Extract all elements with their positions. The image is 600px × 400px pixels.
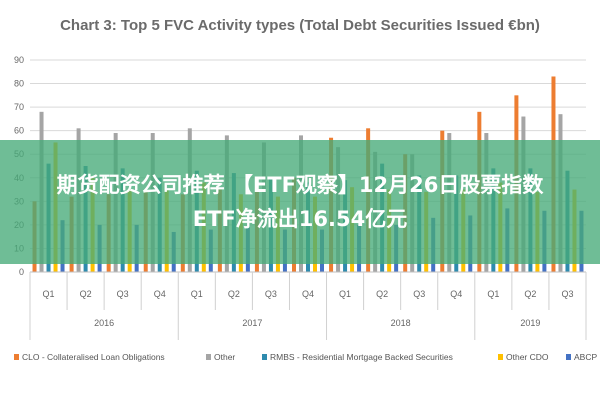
x-tick-label: Q1 — [487, 289, 499, 299]
headline-line-1: 期货配资公司推荐 【ETF观察】12月26日股票指数 — [56, 173, 544, 197]
year-label: 2019 — [520, 318, 540, 328]
year-label: 2017 — [242, 318, 262, 328]
x-tick-label: Q3 — [265, 289, 277, 299]
x-tick-label: Q4 — [154, 289, 166, 299]
y-tick-label: 60 — [14, 126, 24, 136]
x-tick-label: Q1 — [191, 289, 203, 299]
x-tick-label: Q2 — [376, 289, 388, 299]
x-tick-label: Q1 — [43, 289, 55, 299]
legend: CLO - Collateralised Loan Obligations Oth… — [14, 352, 597, 362]
x-tick-label: Q2 — [228, 289, 240, 299]
y-tick-label: 70 — [14, 102, 24, 112]
y-tick-label: 90 — [14, 55, 24, 65]
legend-entry: RMBS - Residential Mortgage Backed Secur… — [270, 352, 453, 362]
x-tick-label: Q2 — [524, 289, 536, 299]
legend-entry: Other CDO — [506, 352, 549, 362]
year-label: 2016 — [94, 318, 114, 328]
chart-title: Chart 3: Top 5 FVC Activity types (Total… — [60, 17, 540, 34]
x-tick-label: Q3 — [117, 289, 129, 299]
x-tick-label: Q3 — [561, 289, 573, 299]
headline-banner: 期货配资公司推荐 【ETF观察】12月26日股票指数 ETF净流出16.54亿元 — [0, 140, 600, 264]
legend-entry: Other — [214, 352, 235, 362]
legend-entry: CLO - Collateralised Loan Obligations — [22, 352, 165, 362]
legend-swatch — [206, 354, 211, 360]
headline-line-2: ETF净流出16.54亿元 — [192, 207, 408, 231]
y-tick-label: 80 — [14, 79, 24, 89]
x-tick-label: Q2 — [80, 289, 92, 299]
x-tick-label: Q4 — [450, 289, 462, 299]
legend-swatch — [498, 354, 503, 360]
x-tick-label: Q1 — [339, 289, 351, 299]
legend-swatch — [14, 354, 19, 360]
legend-swatch — [262, 354, 267, 360]
y-tick-label: 0 — [19, 267, 24, 277]
legend-entry: ABCP — [574, 352, 597, 362]
x-axis: Q1 Q2 Q3 Q4 Q1 Q2 Q3 Q4 Q1 Q2 Q3 Q4 Q1 Q2 Q3 2016 2017 20… — [29, 271, 587, 340]
year-label: 2018 — [391, 318, 411, 328]
x-tick-label: Q4 — [302, 289, 314, 299]
x-tick-label: Q3 — [413, 289, 425, 299]
legend-swatch — [566, 354, 571, 360]
